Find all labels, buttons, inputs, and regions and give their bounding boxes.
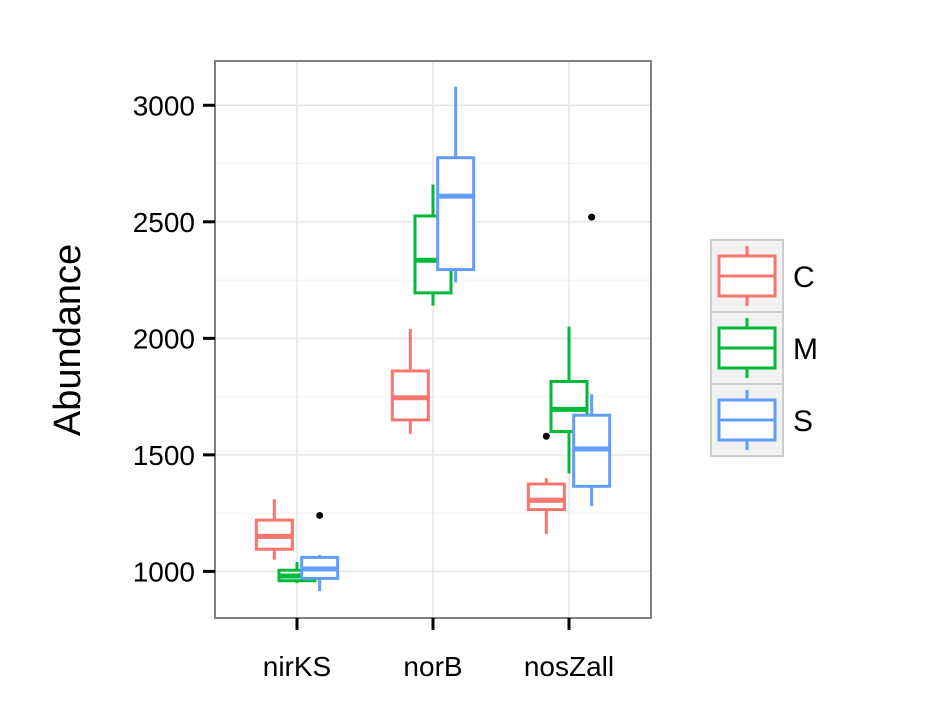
legend-item-M: M: [710, 311, 818, 385]
y-tick-label: 1500: [133, 440, 195, 471]
legend-item-S: S: [710, 383, 813, 457]
series-S: [300, 86, 612, 592]
legend-label: S: [793, 405, 813, 438]
box-iqr: [526, 482, 566, 512]
y-tick-label: 2500: [133, 207, 195, 238]
series-C: [254, 329, 566, 560]
box-series: [254, 86, 612, 592]
box-S-nirKS: [300, 511, 340, 592]
legend-item-C: C: [710, 239, 815, 313]
legend-label: C: [793, 261, 815, 294]
x-tick-label: nirKS: [263, 651, 331, 682]
x-tick-label: nosZall: [524, 651, 614, 682]
outlier-point: [542, 432, 550, 440]
legend: C M S: [710, 239, 818, 457]
box-C-nirKS: [254, 499, 294, 560]
y-axis-title: Abundance: [47, 244, 89, 436]
outlier-point: [588, 213, 596, 221]
y-tick-label: 1000: [133, 556, 195, 587]
box-S-norB: [436, 86, 476, 283]
legend-label: M: [793, 333, 818, 366]
box-iqr: [436, 156, 476, 272]
outlier-point: [316, 511, 324, 519]
box-C-nosZall: [526, 432, 566, 535]
x-tick-label: norB: [403, 651, 462, 682]
box-C-norB: [390, 329, 430, 434]
box-S-nosZall: [572, 213, 612, 507]
y-axis: 1000 1500 2000 2500 3000: [133, 90, 215, 587]
x-axis: nirKS norB nosZall: [263, 618, 614, 682]
y-tick-label: 3000: [133, 90, 195, 121]
y-tick-label: 2000: [133, 323, 195, 354]
